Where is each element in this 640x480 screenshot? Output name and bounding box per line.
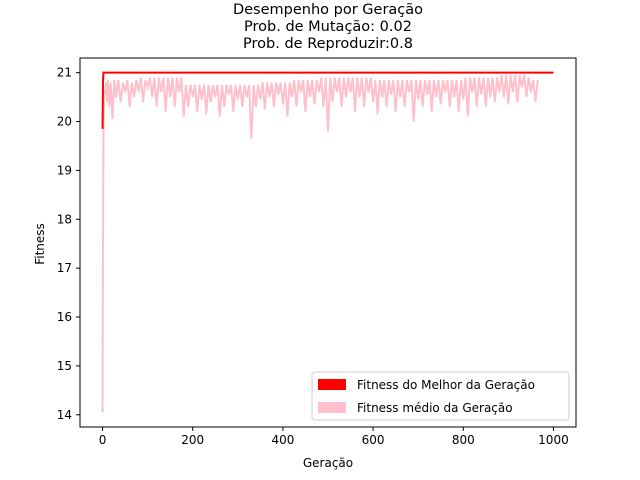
series-layer [101,71,554,413]
y-axis-label: Fitness [33,223,47,265]
x-tick-label: 600 [362,433,385,447]
y-tick-label: 19 [57,163,72,177]
chart-title-line-3: Prob. de Reproduzir:0.8 [243,36,413,52]
x-tick-label: 200 [181,433,204,447]
chart-title-line-1: Desempenho por Geração [233,2,423,18]
legend-label-mean: Fitness médio da Geração [357,401,513,415]
y-tick-label: 18 [57,212,72,226]
legend-label-best: Fitness do Melhor da Geração [357,378,535,392]
series-line-mean-fitness [101,74,539,413]
x-tick-label: 800 [452,433,475,447]
plot-frame [79,57,577,428]
x-tick-label: 400 [271,433,294,447]
y-tick-label: 14 [57,408,72,422]
x-tick-label: 1000 [538,433,569,447]
y-tick-label: 16 [57,310,72,324]
legend-swatch-mean [318,402,346,413]
legend-swatch-best [318,379,346,390]
y-tick-label: 15 [57,359,72,373]
x-axis-label: Geração [303,456,353,470]
y-tick-label: 21 [57,66,72,80]
y-tick-label: 20 [57,115,72,129]
series-line-best-fitness [101,71,554,129]
x-tick-label: 0 [99,433,107,447]
legend: Fitness do Melhor da Geração Fitness méd… [311,371,570,421]
y-tick-label: 17 [57,261,72,275]
chart-title-line-2: Prob. de Mutação: 0.02 [244,19,412,35]
legend-box [311,371,570,421]
axes-layer: 0 200 400 600 800 1000 14 15 16 17 18 19 20 21 [57,57,577,447]
